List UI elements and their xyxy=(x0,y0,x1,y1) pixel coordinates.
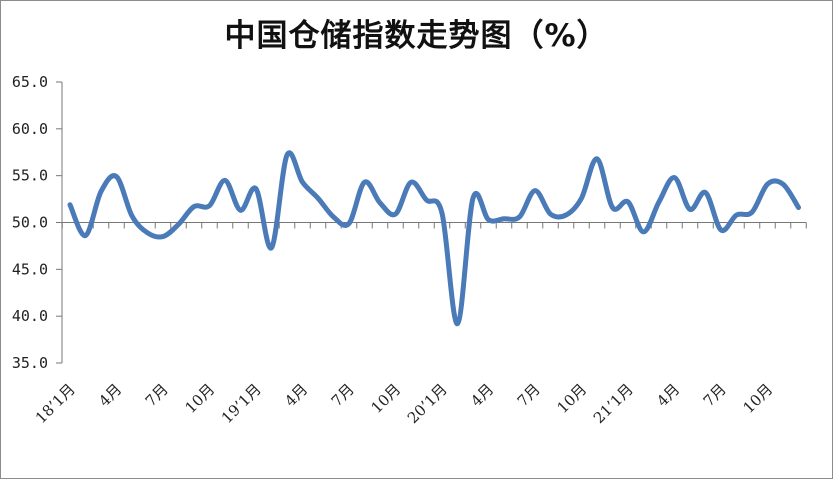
chart-axes xyxy=(56,81,807,364)
x-tick-label: 10月 xyxy=(739,380,776,417)
x-tick-label: 7月 xyxy=(700,380,730,410)
y-tick-label: 45.0 xyxy=(12,260,48,278)
x-tick-label: 10月 xyxy=(553,380,590,417)
y-tick-label: 55.0 xyxy=(12,167,48,185)
y-tick-label: 60.0 xyxy=(12,120,48,138)
x-tick-label: 4月 xyxy=(467,380,497,410)
y-tick-label: 50.0 xyxy=(12,214,48,232)
y-tick-label: 65.0 xyxy=(12,73,48,91)
y-tick-label: 35.0 xyxy=(12,354,48,372)
x-tick-label: 10月 xyxy=(367,380,404,417)
x-tick-label: 4月 xyxy=(281,380,311,410)
x-tick-label: 7月 xyxy=(514,380,544,410)
x-tick-label: 20’1月 xyxy=(404,380,451,427)
x-tick-label: 18’1月 xyxy=(32,380,79,427)
axis-labels: 35.0 40.0 45.0 50.0 55.0 60.0 65.0 18’1月 4月 7月 10月… xyxy=(12,73,776,427)
series-layer xyxy=(67,150,801,327)
x-tick-label: 10月 xyxy=(181,380,218,417)
y-tick-label: 40.0 xyxy=(12,307,48,325)
x-tick-label: 4月 xyxy=(95,380,125,410)
x-tick-label: 19’1月 xyxy=(218,380,265,427)
chart-title: 中国仓储指数走势图（%） xyxy=(224,18,609,54)
series-line xyxy=(67,150,801,327)
x-tick-label: 7月 xyxy=(142,380,172,410)
x-tick-label: 7月 xyxy=(328,380,358,410)
x-tick-label: 4月 xyxy=(653,380,683,410)
x-tick-label: 21’1月 xyxy=(590,380,637,427)
